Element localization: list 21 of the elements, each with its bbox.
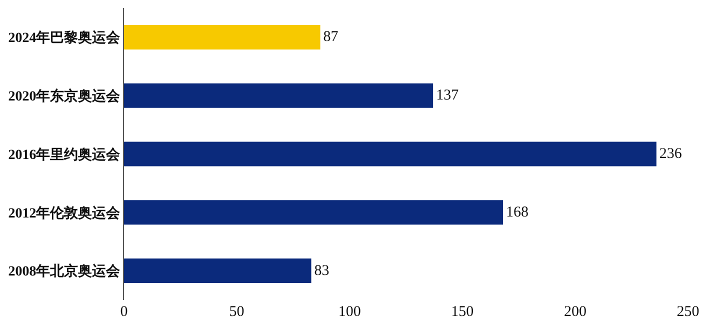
y-tick-label: 2020年东京奥运会 [8,88,122,104]
data-label: 137 [436,88,460,104]
x-tick-label: 100 [338,304,361,320]
data-label: 168 [506,204,529,220]
y-tick-label: 2024年巴黎奥运会 [8,30,122,46]
x-tick-label: 50 [229,304,244,320]
data-label: 83 [314,262,330,279]
bar [124,83,434,108]
x-tick-label: 200 [564,304,586,320]
bar [124,200,504,225]
y-tick-label: 2016年里约奥运会 [8,146,122,163]
x-tick-label: 250 [676,304,700,320]
bar [124,24,320,50]
data-label: 87 [323,29,339,46]
y-tick-label: 2012年伦敦奥运会 [8,204,122,222]
x-tick-label: 0 [120,304,128,320]
x-tick-label: 150 [451,304,474,320]
bar [124,258,312,284]
y-tick-label: 2008年北京奥运会 [8,262,122,280]
data-label: 236 [659,146,682,162]
bar [124,142,656,166]
